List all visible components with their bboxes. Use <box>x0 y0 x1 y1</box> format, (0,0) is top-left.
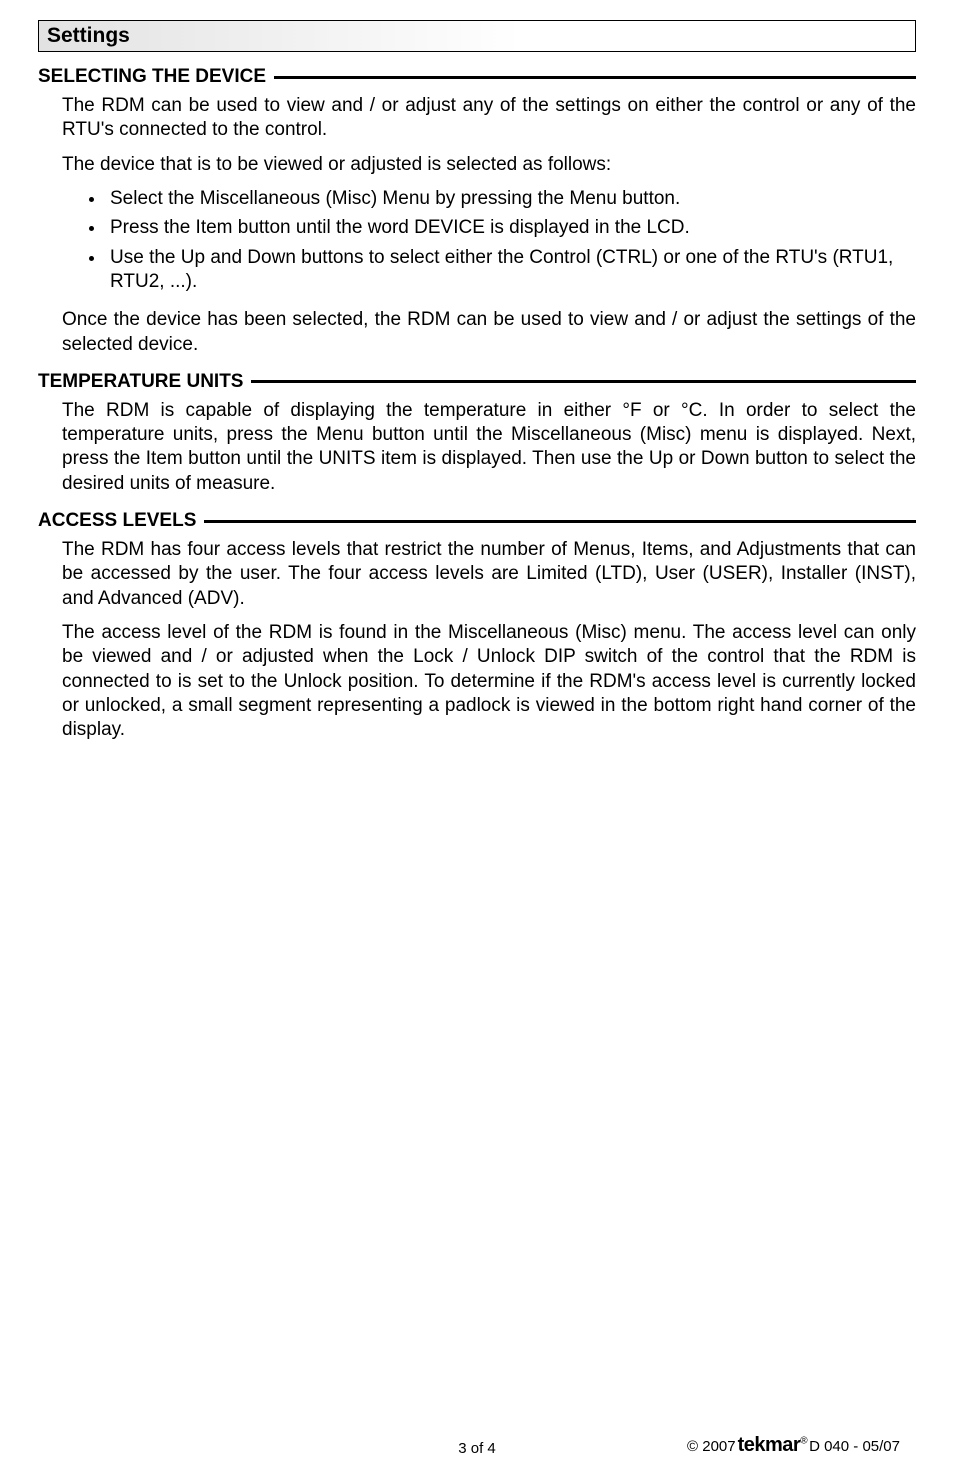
brand-name: tekmar® <box>738 1434 807 1457</box>
selecting-p3: Once the device has been selected, the R… <box>62 308 916 357</box>
bullet-1: Select the Miscellaneous (Misc) Menu by … <box>106 187 916 211</box>
access-p2: The access level of the RDM is found in … <box>62 621 916 743</box>
brand-text: tekmar <box>738 1434 801 1456</box>
footer-inner: 3 of 4 © 2007 tekmar® D 040 - 05/07 <box>54 1434 900 1457</box>
temperature-subheader: TEMPERATURE UNITS <box>38 371 916 393</box>
access-p1: The RDM has four access levels that rest… <box>62 538 916 611</box>
page-number: 3 of 4 <box>458 1440 496 1457</box>
selecting-title: SELECTING THE DEVICE <box>38 66 274 88</box>
bullet-2: Press the Item button until the word DEV… <box>106 216 916 240</box>
selecting-p2: The device that is to be viewed or adjus… <box>62 153 916 177</box>
bullet-3: Use the Up and Down buttons to select ei… <box>106 246 916 295</box>
settings-title: Settings <box>47 24 130 47</box>
doc-ref: D 040 - 05/07 <box>809 1438 900 1455</box>
page: Settings SELECTING THE DEVICE The RDM ca… <box>0 0 954 1475</box>
divider-line <box>251 380 916 383</box>
settings-header: Settings <box>38 20 916 52</box>
footer-right: © 2007 tekmar® D 040 - 05/07 <box>687 1434 900 1457</box>
footer: 3 of 4 © 2007 tekmar® D 040 - 05/07 <box>0 1434 954 1457</box>
access-title: ACCESS LEVELS <box>38 510 204 532</box>
temperature-p1: The RDM is capable of displaying the tem… <box>62 399 916 496</box>
selecting-p1: The RDM can be used to view and / or adj… <box>62 94 916 143</box>
selecting-subheader: SELECTING THE DEVICE <box>38 66 916 88</box>
copyright-prefix: © 2007 <box>687 1438 736 1455</box>
brand-reg: ® <box>800 1435 807 1446</box>
temperature-title: TEMPERATURE UNITS <box>38 371 251 393</box>
divider-line <box>274 76 916 79</box>
selecting-bullets: Select the Miscellaneous (Misc) Menu by … <box>80 187 916 294</box>
access-subheader: ACCESS LEVELS <box>38 510 916 532</box>
divider-line <box>204 520 916 523</box>
